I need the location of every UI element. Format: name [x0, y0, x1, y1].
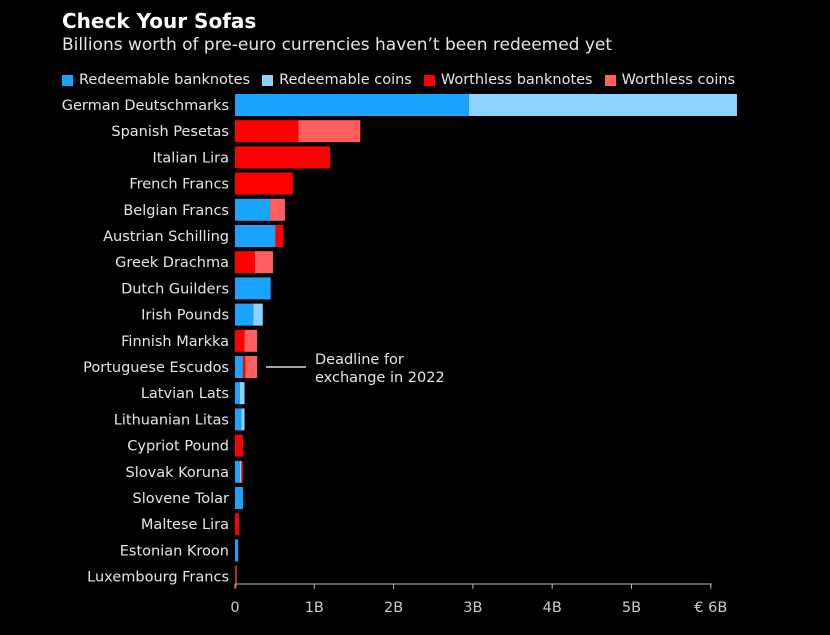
category-label: Greek Drachma [115, 255, 229, 271]
legend-item-redeemable-banknotes: Redeemable banknotes [62, 72, 250, 88]
bar-spanish-pesetas-worthless-banknotes [235, 120, 299, 143]
bar-portuguese-escudos-worthless-banknotes [242, 356, 246, 378]
bar-austrian-schilling-redeemable-banknotes [235, 225, 276, 247]
category-label: Finnish Markka [121, 334, 229, 350]
bar-cypriot-pound-worthless-banknotes [235, 434, 243, 457]
category-label: Irish Pounds [141, 308, 229, 324]
legend-swatch [604, 74, 616, 86]
legend-swatch [62, 74, 73, 86]
category-label: Luxembourg Francs [87, 570, 229, 586]
x-tick-label: 3B [463, 600, 482, 616]
x-tick-label: € 6B [694, 600, 727, 616]
bar-latvian-lats-redeemable-banknotes [235, 382, 240, 405]
annotation-text: Deadline for [315, 352, 404, 368]
x-tick-label: 1B [305, 600, 324, 616]
legend-label: Worthless coins [621, 72, 736, 88]
legend-item-worthless-banknotes: Worthless banknotes [423, 72, 593, 88]
x-tick-label: 5B [622, 600, 641, 616]
category-label: Cypriot Pound [127, 439, 229, 455]
bar-dutch-guilders-redeemable-banknotes [235, 277, 271, 300]
legend-item-worthless-coins: Worthless coins [604, 72, 736, 88]
chart-title: Check Your Sofas [62, 9, 257, 33]
chart-subtitle: Billions worth of pre-euro currencies ha… [62, 35, 613, 55]
bar-slovene-tolar-redeemable-banknotes [235, 487, 243, 509]
category-label: Slovak Koruna [126, 465, 229, 481]
category-label: Estonian Kroon [120, 543, 229, 559]
bar-maltese-lira-worthless-banknotes [235, 513, 239, 536]
bar-portuguese-escudos-worthless-coins [245, 356, 258, 378]
category-label: Spanish Pesetas [111, 124, 229, 140]
category-label: French Francs [129, 177, 229, 193]
category-label: Latvian Lats [141, 386, 229, 402]
category-label: Maltese Lira [141, 517, 229, 533]
x-tick-label: 0 [230, 600, 239, 616]
legend-label: Worthless banknotes [440, 72, 593, 88]
bar-slovak-koruna-redeemable-coins [239, 460, 242, 483]
chart-legend: Redeemable banknotes Redeemable coins Wo… [62, 70, 747, 90]
bar-portuguese-escudos-redeemable-banknotes [235, 356, 243, 378]
category-label: Dutch Guilders [121, 281, 229, 297]
legend-label: Redeemable banknotes [79, 72, 251, 88]
bar-italian-lira-worthless-banknotes [235, 146, 331, 169]
legend-swatch [262, 74, 274, 86]
bar-lithuanian-litas-redeemable-coins [241, 408, 245, 431]
bar-belgian-francs-redeemable-banknotes [235, 198, 270, 221]
x-tick-label: 2B [384, 600, 403, 616]
bar-spanish-pesetas-worthless-coins [298, 120, 361, 143]
bar-greek-drachma-worthless-banknotes [235, 251, 255, 274]
category-label: Lithuanian Litas [114, 412, 229, 428]
bar-belgian-francs-worthless-coins [269, 198, 285, 221]
bar-french-francs-worthless-banknotes [235, 172, 293, 195]
bar-greek-drachma-worthless-coins [254, 251, 274, 274]
bar-estonian-kroon-redeemable-banknotes [235, 539, 239, 562]
bar-lithuanian-litas-redeemable-banknotes [235, 408, 242, 431]
bar-irish-pounds-redeemable-coins [253, 303, 263, 326]
category-label: Slovene Tolar [133, 491, 230, 507]
legend-label: Redeemable coins [279, 72, 412, 88]
bar-irish-pounds-redeemable-banknotes [235, 303, 254, 326]
legend-item-redeemable-coins: Redeemable coins [262, 72, 412, 88]
bar-german-deutschmarks-redeemable-coins [468, 94, 737, 116]
bar-austrian-schilling-worthless-banknotes [275, 225, 284, 247]
bar-slovak-koruna-worthless-banknotes [241, 460, 243, 483]
bar-german-deutschmarks-redeemable-banknotes [235, 94, 469, 116]
x-tick-label: 4B [543, 600, 562, 616]
category-label: Austrian Schilling [103, 229, 229, 245]
category-label: Italian Lira [152, 150, 229, 166]
legend-swatch [423, 74, 435, 86]
bar-luxembourg-francs-worthless-coins [235, 565, 237, 588]
bar-finnish-markka-worthless-coins [244, 329, 258, 352]
bar-latvian-lats-redeemable-coins [239, 382, 245, 405]
annotation-text: exchange in 2022 [315, 370, 445, 386]
category-label: Belgian Francs [123, 203, 229, 219]
bar-luxembourg-francs-worthless-banknotes [235, 565, 236, 588]
bar-finnish-markka-worthless-banknotes [235, 329, 245, 352]
bar-slovak-koruna-redeemable-banknotes [235, 460, 240, 483]
category-label: German Deutschmarks [62, 98, 229, 114]
category-label: Portuguese Escudos [83, 360, 229, 376]
